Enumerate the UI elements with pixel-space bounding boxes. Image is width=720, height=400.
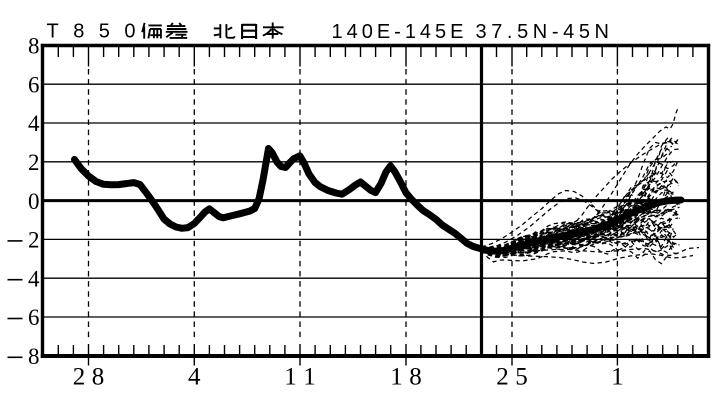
- svg-text:2: 2: [28, 150, 40, 175]
- svg-text:1: 1: [611, 364, 624, 391]
- svg-text:8: 8: [28, 344, 40, 369]
- svg-text:6: 6: [28, 305, 40, 330]
- svg-text:140E-145E: 140E-145E: [332, 21, 464, 43]
- svg-text:2: 2: [28, 228, 40, 253]
- svg-text:6: 6: [28, 72, 40, 97]
- svg-text:4: 4: [28, 266, 40, 291]
- svg-text:37.5N-45N: 37.5N-45N: [476, 21, 610, 43]
- svg-text:4: 4: [188, 364, 201, 391]
- svg-text:4: 4: [28, 111, 40, 136]
- svg-text:8: 8: [28, 34, 40, 59]
- svg-text:0: 0: [28, 189, 40, 214]
